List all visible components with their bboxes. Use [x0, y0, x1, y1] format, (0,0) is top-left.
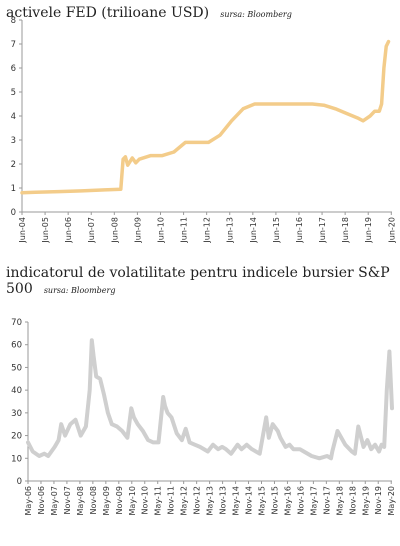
x-tick-label: May-20 — [387, 486, 396, 515]
x-tick-label: May-19 — [361, 486, 370, 515]
x-tick-label: Nov-08 — [89, 486, 98, 514]
x-tick-label: Jun-06 — [64, 217, 73, 244]
x-tick-label: Jun-05 — [41, 217, 50, 244]
x-tick-label: Jun-15 — [272, 217, 281, 244]
x-tick-label: Jun-11 — [180, 217, 189, 244]
x-tick-label: May-06 — [24, 486, 33, 515]
y-tick-label: 7 — [11, 40, 16, 50]
x-tick-label: May-15 — [257, 486, 266, 515]
x-tick-label: Jun-16 — [295, 217, 304, 244]
x-tick-label: May-16 — [283, 486, 292, 515]
chart-title: activele FED (trilioane USD) sursa: Bloo… — [6, 2, 292, 21]
chart-title-line2: 500 — [6, 281, 33, 297]
y-tick-label: 5 — [11, 88, 16, 98]
x-tick-label: Nov-16 — [296, 486, 305, 514]
x-tick-label: May-13 — [206, 486, 215, 515]
chart-source: sursa: Bloomberg — [43, 286, 116, 295]
x-tick-label: Nov-14 — [245, 486, 254, 514]
x-tick-label: May-18 — [335, 486, 344, 515]
vix-chart-panel: indicatorul de volatilitate pentru indic… — [0, 262, 400, 546]
x-tick-label: May-09 — [102, 486, 111, 515]
x-tick-label: Jun-18 — [341, 217, 350, 244]
y-tick-label: 60 — [11, 341, 22, 351]
x-tick-label: Nov-11 — [167, 486, 176, 514]
chart-source: sursa: Bloomberg — [220, 10, 292, 19]
x-tick-label: Nov-10 — [141, 486, 150, 514]
y-tick-label: 1 — [11, 184, 16, 194]
x-tick-label: Jun-10 — [156, 217, 165, 244]
y-tick-label: 3 — [11, 136, 16, 146]
x-tick-label: May-14 — [232, 486, 241, 515]
chart-title: indicatorul de volatilitate pentru indic… — [6, 262, 390, 281]
y-tick-label: 30 — [11, 409, 22, 419]
y-tick-label: 50 — [11, 363, 22, 373]
x-tick-label: Jun-12 — [203, 217, 212, 244]
y-tick-label: 10 — [11, 454, 22, 464]
chart-title-line2-wrap: 500 sursa: Bloomberg — [6, 278, 115, 297]
y-tick-label: 0 — [11, 208, 16, 218]
x-tick-label: Nov-19 — [374, 486, 383, 514]
y-tick-label: 6 — [11, 64, 16, 74]
x-tick-label: Nov-15 — [270, 486, 279, 514]
fed-assets-chart: 0 1 2 3 4 5 6 7 8 Jun-04 Jun-05 Jun-06 Jun-07 Jun-08 J… — [11, 16, 397, 244]
chart-title-line1: indicatorul de volatilitate pentru indic… — [6, 265, 390, 281]
series-line — [26, 338, 394, 461]
x-tick-label: Jun-04 — [18, 217, 27, 244]
fed-assets-chart-panel: activele FED (trilioane USD) sursa: Bloo… — [0, 0, 400, 262]
y-tick-label: 40 — [11, 386, 22, 396]
x-tick-label: Nov-12 — [193, 486, 202, 514]
x-tick-label: Jun-08 — [110, 217, 119, 244]
y-tick-label: 70 — [11, 318, 22, 328]
vix-chart: 0 10 20 30 40 50 60 70 May-06 Nov-06 May-07 Nov-07 M… — [11, 318, 396, 515]
chart-title-text: activele FED (trilioane USD) — [6, 5, 210, 21]
x-tick-label: Jun-07 — [87, 217, 96, 244]
x-tick-label: Nov-06 — [37, 486, 46, 514]
x-tick-label: Nov-17 — [322, 486, 331, 514]
y-tick-label: 2 — [11, 160, 16, 170]
x-tick-label: May-07 — [50, 486, 59, 515]
x-tick-label: May-17 — [309, 486, 318, 515]
x-tick-label: May-11 — [154, 486, 163, 515]
y-tick-label: 8 — [11, 16, 16, 26]
x-tick-label: Jun-13 — [226, 217, 235, 244]
x-tick-label: Jun-20 — [387, 217, 396, 244]
y-tick-label: 0 — [17, 477, 22, 487]
x-tick-label: Nov-18 — [348, 486, 357, 514]
series-line — [20, 39, 391, 195]
x-tick-label: May-10 — [128, 486, 137, 515]
x-tick-label: Jun-17 — [318, 217, 327, 244]
x-tick-label: May-12 — [180, 486, 189, 515]
y-tick-label: 20 — [11, 432, 22, 442]
x-tick-label: Jun-09 — [133, 217, 142, 244]
x-tick-label: Nov-07 — [63, 486, 72, 514]
y-tick-label: 4 — [11, 112, 16, 122]
x-tick-label: Nov-13 — [219, 486, 228, 514]
x-tick-label: May-08 — [76, 486, 85, 515]
x-tick-label: Nov-09 — [115, 486, 124, 514]
x-tick-label: Jun-19 — [364, 217, 373, 244]
x-tick-label: Jun-14 — [249, 217, 258, 244]
